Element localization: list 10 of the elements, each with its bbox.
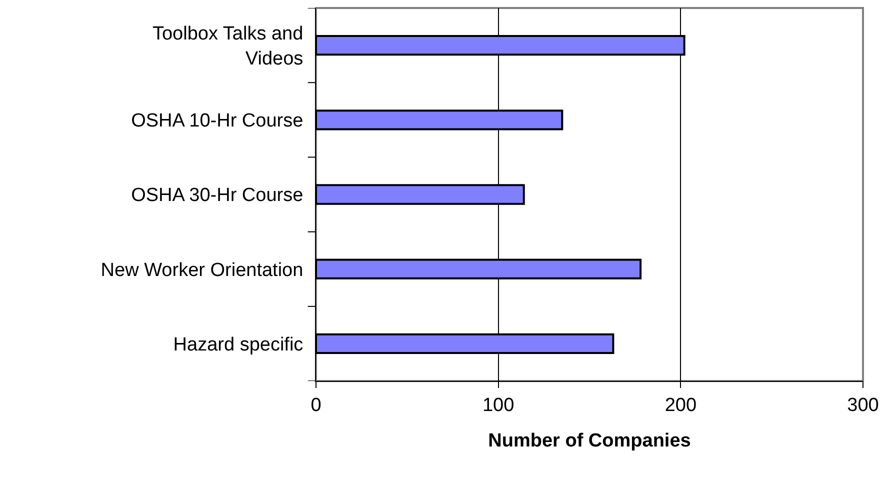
y-tick-label: OSHA 10-Hr Course — [131, 110, 304, 132]
x-tick-label: 200 — [664, 394, 697, 416]
x-axis-title: Number of Companies — [488, 430, 691, 452]
x-tick-label: 100 — [482, 394, 514, 416]
x-tick-label: 0 — [310, 394, 322, 416]
x-tick-label: 300 — [847, 394, 879, 416]
y-tick-label: New Worker Orientation — [100, 260, 304, 281]
y-tick-label: Hazard specific — [173, 334, 304, 356]
y-tick-label: Toolbox Talks and Videos — [152, 24, 304, 70]
y-tick-label: OSHA 30-Hr Course — [131, 185, 304, 206]
